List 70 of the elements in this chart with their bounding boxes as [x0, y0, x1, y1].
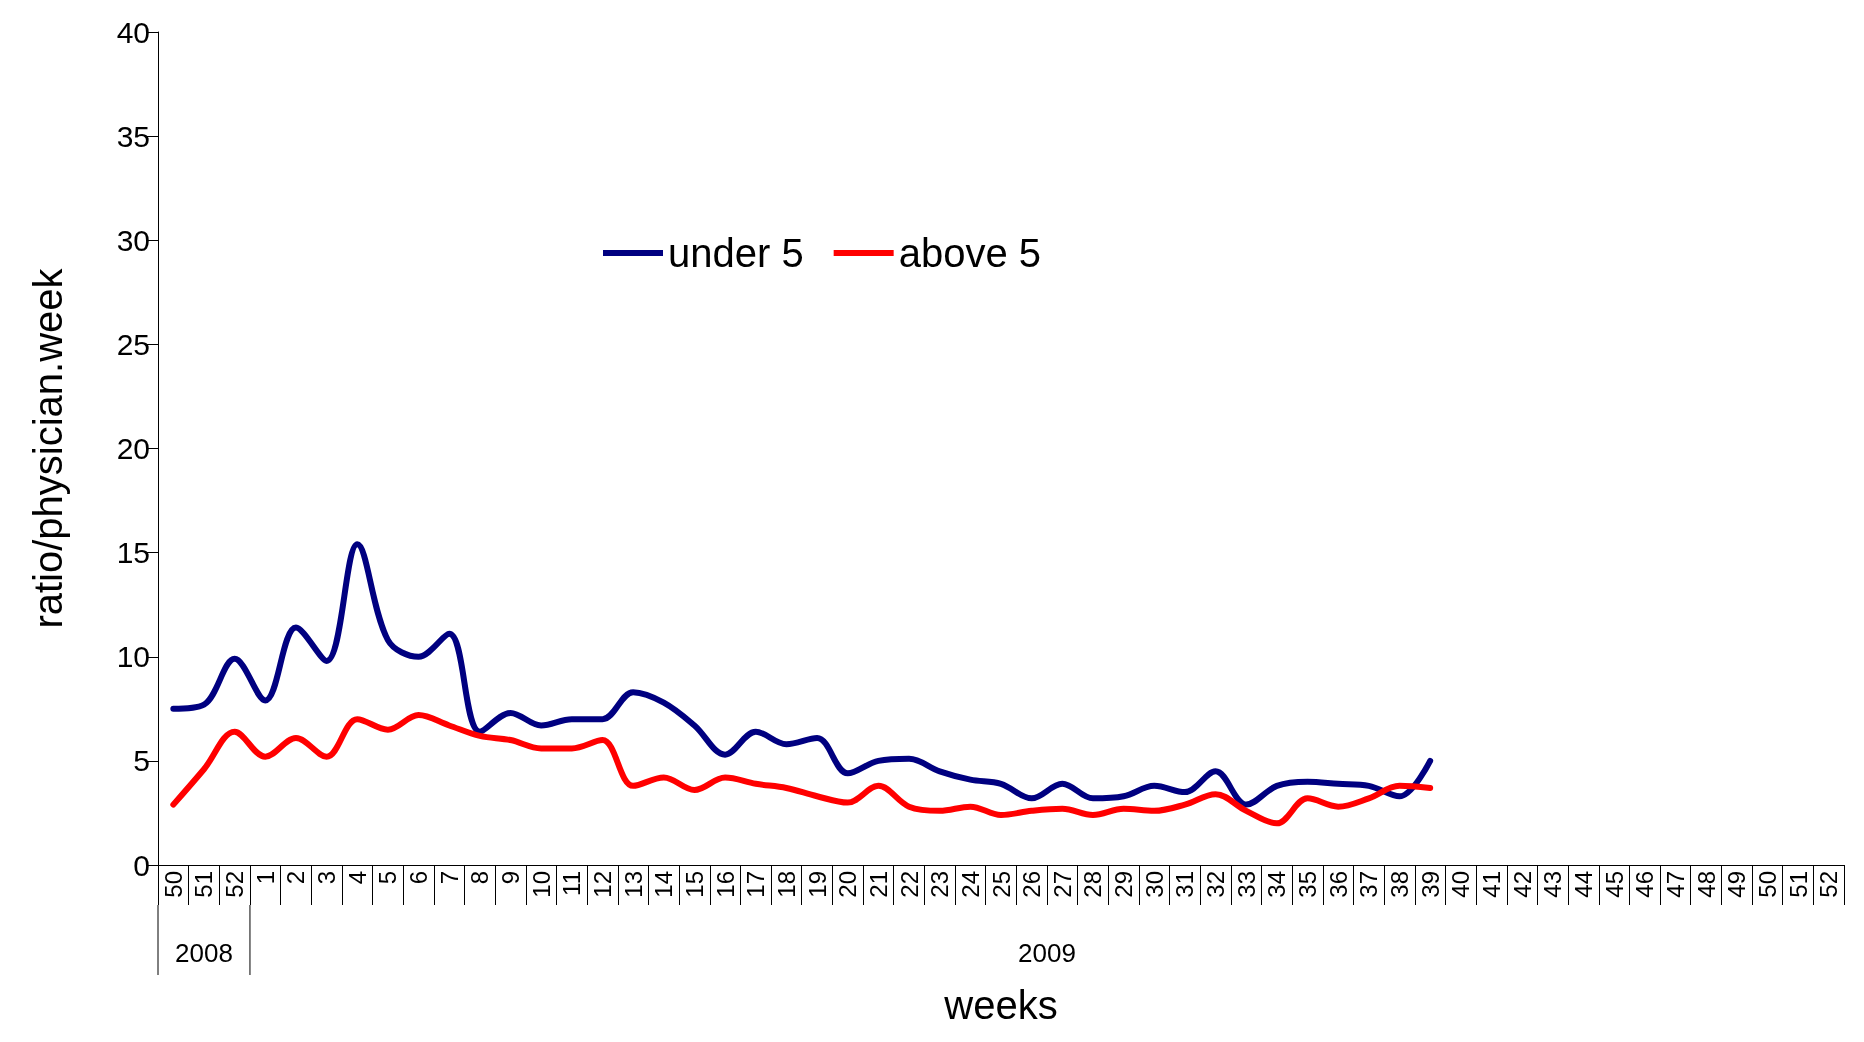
x-axis-title: weeks [943, 983, 1058, 1027]
x-tick-label: 52 [1815, 871, 1843, 898]
x-tick-label: 48 [1692, 871, 1720, 898]
x-tick-label: 24 [956, 871, 984, 898]
x-tick-label: 15 [680, 871, 708, 898]
y-tick-label: 40 [116, 15, 150, 49]
legend-label: above 5 [898, 231, 1042, 275]
text: 2008 [175, 938, 233, 968]
x-tick-label: 14 [650, 871, 678, 898]
x-tick-label: 33 [1232, 871, 1260, 898]
x-tick-label: 22 [895, 871, 923, 898]
x-tick-label: 4 [343, 871, 371, 885]
x-tick-label: 38 [1386, 871, 1414, 898]
x-tick-label: 19 [803, 871, 831, 898]
x-tick-label: 1 [251, 871, 279, 885]
x-tick-label: 6 [405, 871, 433, 885]
x-tick-label: 31 [1171, 871, 1199, 898]
x-tick-label: 28 [1079, 871, 1107, 898]
x-tick-label: 46 [1631, 871, 1659, 898]
x-tick-label: 41 [1477, 871, 1505, 898]
y-tick-label: 10 [116, 640, 150, 674]
y-tick-label: 35 [116, 119, 150, 153]
x-tick-label: 23 [926, 871, 954, 898]
x-tick-label: 7 [435, 871, 463, 885]
x-tick-label: 47 [1661, 871, 1689, 898]
text: 2009 [1018, 938, 1076, 968]
x-tick-label: 3 [313, 871, 341, 885]
x-tick-label: 8 [466, 871, 494, 885]
x-tick-label: 18 [772, 871, 800, 898]
x-tick-label: 39 [1416, 871, 1444, 898]
x-tick-label: 45 [1600, 871, 1628, 898]
x-tick-label: 36 [1324, 871, 1352, 898]
x-tick-label: 50 [1753, 871, 1781, 898]
x-tick-label: 34 [1263, 871, 1291, 898]
y-tick-label: 25 [116, 327, 150, 361]
x-tick-label: 25 [987, 871, 1015, 898]
y-tick-label: 20 [116, 432, 150, 465]
x-tick-label: 13 [619, 871, 647, 898]
y-tick-label: 15 [116, 536, 150, 570]
x-tick-label: 21 [864, 871, 892, 898]
x-tick-label: 2 [282, 871, 310, 885]
x-tick-label: 51 [190, 871, 218, 898]
x-tick-label: 37 [1355, 871, 1383, 898]
x-tick-label: 42 [1508, 871, 1536, 898]
x-tick-label: 29 [1110, 871, 1138, 898]
x-tick-label: 43 [1539, 871, 1567, 898]
x-tick-label: 44 [1569, 871, 1597, 898]
y-axis-title: ratio/physician.week [26, 267, 70, 629]
x-tick-label: 26 [1018, 871, 1046, 898]
x-tick-label: 17 [742, 871, 770, 898]
legend-label: under 5 [668, 231, 804, 275]
x-tick-label: 30 [1140, 871, 1168, 898]
x-tick-label: 9 [497, 871, 525, 885]
x-tick-label: 5 [374, 871, 402, 885]
x-tick-label: 52 [221, 871, 249, 898]
y-tick-label: 30 [116, 223, 150, 257]
x-tick-label: 35 [1294, 871, 1322, 898]
x-tick-label: 27 [1048, 871, 1076, 898]
x-tick-label: 20 [834, 871, 862, 898]
y-tick-label: 0 [133, 848, 150, 882]
x-tick-label: 16 [711, 871, 739, 898]
x-tick-label: 50 [159, 871, 187, 898]
x-tick-label: 51 [1784, 871, 1812, 898]
x-tick-label: 32 [1202, 871, 1230, 898]
x-tick-label: 11 [558, 871, 586, 896]
x-tick-label: 12 [588, 871, 616, 898]
y-tick-label: 5 [133, 744, 150, 778]
x-tick-label: 10 [527, 871, 555, 898]
x-tick-label: 40 [1447, 871, 1475, 898]
x-tick-label: 49 [1723, 871, 1751, 898]
